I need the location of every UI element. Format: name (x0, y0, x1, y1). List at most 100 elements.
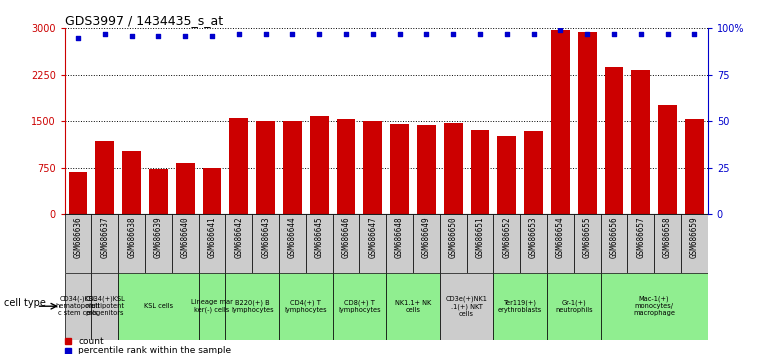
Bar (279, 214, 306, 273)
Text: GSM686651: GSM686651 (476, 216, 485, 258)
Text: GSM686646: GSM686646 (342, 216, 351, 258)
Bar (68, 172, 88, 214)
Bar (172, 214, 199, 273)
Text: GSM686639: GSM686639 (154, 216, 163, 258)
Point (99, 31, 111, 37)
Text: GSM686637: GSM686637 (100, 216, 110, 258)
Text: GSM686654: GSM686654 (556, 216, 565, 258)
Bar (91, 214, 118, 273)
Text: GDS3997 / 1434435_s_at: GDS3997 / 1434435_s_at (65, 14, 223, 27)
Bar (252, 214, 279, 273)
Text: Ter119(+)
erythroblasts: Ter119(+) erythroblasts (498, 299, 543, 313)
Text: GSM686653: GSM686653 (529, 216, 538, 258)
Text: GSM686638: GSM686638 (127, 216, 136, 258)
Point (501, 31, 513, 37)
Bar (524, 131, 543, 214)
Bar (444, 123, 463, 214)
Text: GSM686657: GSM686657 (636, 216, 645, 258)
Bar (202, 169, 221, 214)
Bar (658, 105, 677, 214)
Point (340, 31, 352, 37)
Text: GSM686658: GSM686658 (663, 216, 672, 258)
Bar (199, 214, 225, 273)
Text: GSM686648: GSM686648 (395, 216, 404, 258)
Point (635, 31, 647, 37)
Point (474, 31, 486, 37)
Bar (547, 273, 600, 340)
Bar (123, 151, 141, 214)
Text: Mac-1(+)
monocytes/
macrophage: Mac-1(+) monocytes/ macrophage (633, 296, 675, 316)
Bar (413, 214, 440, 273)
Text: GSM686650: GSM686650 (449, 216, 457, 258)
Text: CD34(+)KSL
multipotent
progenitors: CD34(+)KSL multipotent progenitors (84, 296, 126, 316)
Bar (387, 273, 440, 340)
Bar (225, 214, 252, 273)
Text: GSM686649: GSM686649 (422, 216, 431, 258)
Bar (95, 141, 114, 214)
Point (688, 31, 700, 37)
Point (179, 33, 191, 39)
Bar (333, 214, 359, 273)
Point (527, 31, 540, 37)
Bar (118, 214, 145, 273)
Bar (493, 214, 521, 273)
Bar (654, 214, 681, 273)
Bar (521, 214, 547, 273)
Bar (118, 273, 199, 340)
Text: GSM686640: GSM686640 (181, 216, 189, 258)
Point (206, 33, 218, 39)
Bar (283, 121, 302, 214)
Bar (310, 116, 329, 214)
Bar (149, 169, 168, 214)
Bar (65, 273, 91, 340)
Text: CD8(+) T
lymphocytes: CD8(+) T lymphocytes (338, 299, 380, 313)
Text: GSM686645: GSM686645 (315, 216, 323, 258)
Point (367, 31, 379, 37)
Point (152, 33, 164, 39)
Text: GSM686641: GSM686641 (208, 216, 217, 258)
Bar (574, 214, 600, 273)
Bar (306, 214, 333, 273)
Point (126, 33, 138, 39)
Text: GSM686642: GSM686642 (234, 216, 244, 258)
Text: count: count (78, 337, 103, 346)
Text: B220(+) B
lymphocytes: B220(+) B lymphocytes (231, 299, 273, 313)
Bar (387, 214, 413, 273)
Text: GSM686644: GSM686644 (288, 216, 297, 258)
Bar (440, 214, 466, 273)
Text: GSM686659: GSM686659 (689, 216, 699, 258)
Text: cell type: cell type (4, 298, 46, 308)
Bar (681, 214, 708, 273)
Bar (551, 29, 570, 214)
Bar (632, 70, 650, 214)
Bar (470, 130, 489, 214)
Text: KSL cells: KSL cells (144, 303, 173, 309)
Bar (199, 273, 225, 340)
Point (72, 35, 84, 40)
Bar (417, 125, 436, 214)
Bar (359, 214, 387, 273)
Text: percentile rank within the sample: percentile rank within the sample (78, 346, 231, 354)
Bar (279, 273, 333, 340)
Point (393, 31, 406, 37)
Text: GSM686647: GSM686647 (368, 216, 377, 258)
Point (608, 31, 620, 37)
Bar (600, 273, 708, 340)
Bar (230, 118, 248, 214)
Bar (336, 119, 355, 214)
Text: NK1.1+ NK
cells: NK1.1+ NK cells (395, 300, 431, 313)
Text: CD34(-)KSL
hematopoieti
c stem cells: CD34(-)KSL hematopoieti c stem cells (56, 296, 100, 316)
Point (554, 27, 566, 33)
Point (581, 31, 594, 37)
Text: GSM686656: GSM686656 (610, 216, 619, 258)
Text: Lineage mar
ker(-) cells: Lineage mar ker(-) cells (191, 299, 233, 313)
Point (313, 31, 325, 37)
Bar (225, 273, 279, 340)
Bar (604, 67, 623, 214)
Bar (145, 214, 172, 273)
Bar (578, 32, 597, 214)
Text: CD3e(+)NK1
.1(+) NKT
cells: CD3e(+)NK1 .1(+) NKT cells (446, 296, 488, 317)
Bar (333, 273, 387, 340)
Bar (440, 273, 493, 340)
Text: GSM686643: GSM686643 (261, 216, 270, 258)
